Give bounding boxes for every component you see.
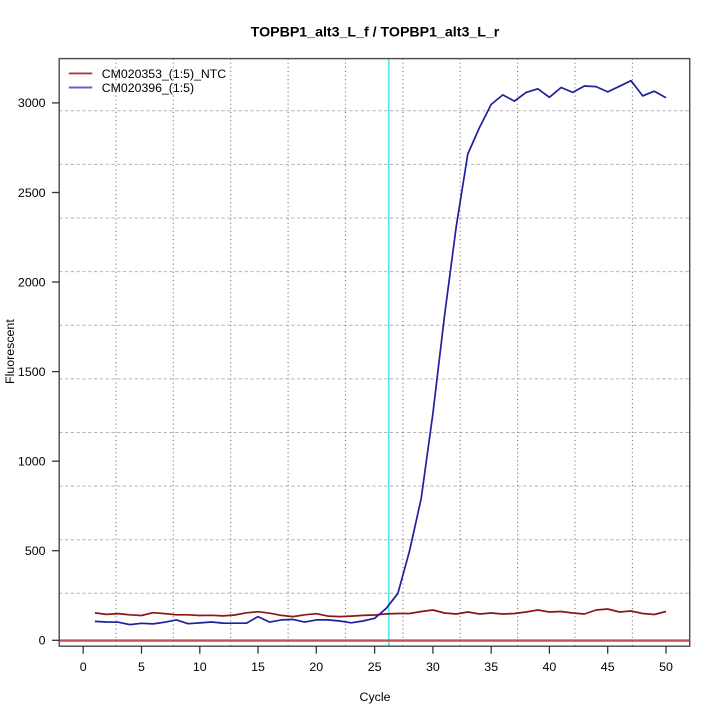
svg-text:500: 500 bbox=[25, 544, 46, 558]
svg-text:TOPBP1_alt3_L_f / TOPBP1_alt3_: TOPBP1_alt3_L_f / TOPBP1_alt3_L_r bbox=[251, 24, 500, 40]
svg-text:Cycle: Cycle bbox=[360, 690, 391, 704]
svg-text:40: 40 bbox=[543, 660, 557, 674]
svg-text:0: 0 bbox=[39, 634, 46, 648]
svg-text:15: 15 bbox=[251, 660, 265, 674]
svg-text:20: 20 bbox=[309, 660, 323, 674]
svg-text:0: 0 bbox=[80, 660, 87, 674]
svg-text:Fluorescent: Fluorescent bbox=[3, 319, 17, 384]
svg-text:3000: 3000 bbox=[18, 96, 46, 110]
svg-text:CM020396_(1:5): CM020396_(1:5) bbox=[102, 81, 194, 95]
svg-text:2500: 2500 bbox=[18, 186, 46, 200]
svg-text:25: 25 bbox=[368, 660, 382, 674]
svg-text:35: 35 bbox=[484, 660, 498, 674]
svg-text:45: 45 bbox=[601, 660, 615, 674]
svg-text:10: 10 bbox=[193, 660, 207, 674]
svg-text:30: 30 bbox=[426, 660, 440, 674]
svg-text:1500: 1500 bbox=[18, 365, 46, 379]
svg-text:5: 5 bbox=[138, 660, 145, 674]
svg-text:CM020353_(1:5)_NTC: CM020353_(1:5)_NTC bbox=[102, 67, 227, 81]
svg-text:50: 50 bbox=[659, 660, 673, 674]
svg-text:1000: 1000 bbox=[18, 455, 46, 469]
svg-text:2000: 2000 bbox=[18, 275, 46, 289]
